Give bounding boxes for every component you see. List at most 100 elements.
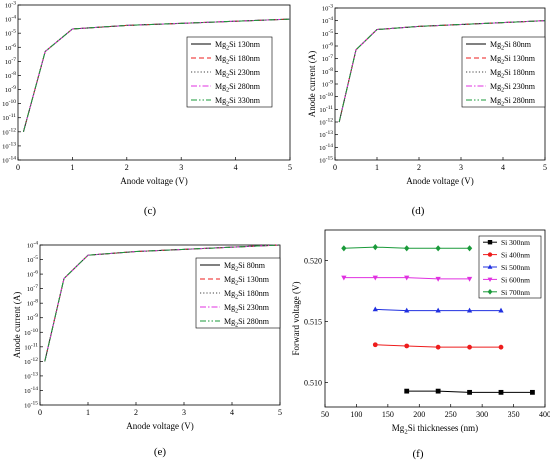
y-tick-label: 0.510 (304, 379, 322, 388)
series-line-4 (338, 20, 546, 123)
chart-panel-3: 50 100 150 200 250 300 350 400 0.510 0.515 0.520 Mg… (291, 229, 550, 460)
y-tick-label: 10-5 (322, 29, 333, 38)
data-point (530, 389, 535, 395)
y-tick-label: 10-10 (319, 92, 333, 101)
y-tick-label: 10-4 (27, 241, 38, 250)
y-tick-label: 10-11 (2, 113, 16, 122)
x-axis-label: Anode voltage (V) (406, 176, 473, 186)
y-tick-label: 10-12 (24, 357, 38, 366)
y-tick-label: 10-3 (322, 4, 333, 13)
x-tick-label: 150 (382, 410, 394, 419)
data-point (466, 307, 473, 313)
y-tick-label: 10-7 (5, 57, 16, 66)
x-tick-label: 5 (543, 163, 547, 172)
x-tick-label: 50 (321, 410, 329, 419)
y-tick-label: 10-11 (319, 105, 333, 114)
x-tick-label: 2 (125, 163, 129, 172)
legend-entry: Mg2Si 230nm (215, 68, 261, 80)
x-tick-label: 0 (38, 408, 42, 417)
x-axis-label: Anode voltage (V) (126, 421, 193, 431)
y-tick-label: 10-11 (24, 342, 38, 351)
data-point (435, 344, 441, 350)
y-tick-label: 10-6 (322, 42, 333, 51)
y-tick-label: 10-13 (319, 130, 333, 139)
x-axis-label: Anode voltage (V) (120, 176, 187, 186)
x-tick-label: 100 (350, 410, 362, 419)
y-tick-label: 10-12 (2, 127, 16, 136)
legend-entry: Mg2Si 230nm (224, 303, 270, 315)
data-point (435, 388, 441, 394)
legend-entry: Mg2Si 130nm (215, 40, 261, 52)
y-tick-label: 10-9 (322, 80, 333, 89)
y-tick-label: 10-4 (5, 15, 16, 24)
chart-panel-2: 0 1 2 3 4 5 10-4 10-5 10-6 10-7 10-8 10-9 10-10 10-11… (12, 241, 282, 459)
y-tick-label: 10-3 (5, 1, 16, 10)
x-tick-label: 250 (445, 410, 457, 419)
legend-entry: Mg2Si 330nm (215, 96, 261, 108)
data-point (435, 307, 441, 313)
x-axis-label: Mg2Si thicknesses (nm) (392, 423, 478, 436)
y-axis-label: Anode current (A) (12, 292, 22, 358)
y-tick-label: 10-10 (24, 328, 38, 337)
legend-entry: Mg2Si 180nm (215, 54, 261, 66)
data-point (372, 342, 378, 348)
legend-entry: Mg2Si 280nm (490, 96, 536, 108)
y-tick-label: 10-14 (24, 386, 38, 395)
x-tick-label: 3 (459, 163, 463, 172)
panel-label: (d) (412, 205, 425, 217)
data-point (498, 307, 504, 313)
y-tick-label: 10-8 (322, 67, 333, 76)
series-line-4 (22, 18, 291, 132)
legend-entry: Mg2Si 130nm (224, 275, 270, 287)
data-point (372, 306, 378, 312)
y-tick-label: 10-14 (2, 156, 16, 165)
legend-marker (487, 252, 493, 257)
legend-entry: Mg2Si 180nm (224, 289, 270, 301)
x-tick-label: 1 (70, 163, 74, 172)
data-point (466, 276, 473, 282)
legend-entry: Si 700nm (501, 288, 530, 297)
x-tick-label: 200 (413, 410, 425, 419)
data-point (498, 344, 504, 350)
y-tick-label: 0.520 (304, 257, 322, 266)
plot-frame (17, 4, 291, 161)
panel-label: (f) (413, 448, 424, 460)
y-axis-label: Forward voltage (V) (291, 282, 301, 356)
y-tick-label: 10-4 (322, 16, 333, 25)
x-tick-label: 2 (417, 163, 421, 172)
series-line-3 (338, 20, 546, 123)
legend-entry: Si 400nm (501, 251, 530, 260)
y-tick-label: 10-6 (5, 43, 16, 52)
series-line-4 (44, 244, 281, 362)
legend-entry: Mg2Si 80nm (224, 261, 266, 273)
legend-entry: Si 500nm (501, 263, 530, 272)
legend-marker (487, 288, 493, 295)
x-tick-label: 4 (230, 408, 234, 417)
data-point (435, 245, 441, 252)
x-tick-label: 2 (134, 408, 138, 417)
y-tick-label: 10-5 (27, 255, 38, 264)
data-point (341, 245, 347, 252)
y-tick-label: 10-8 (27, 299, 38, 308)
y-tick-label: 10-7 (27, 284, 38, 293)
y-tick-label: 10-13 (24, 371, 38, 380)
x-tick-label: 0 (333, 163, 337, 172)
legend-entry: Mg2Si 280nm (224, 317, 270, 329)
legend-entry: Si 300nm (501, 238, 530, 247)
y-tick-label: 10-10 (2, 99, 16, 108)
x-tick-label: 4 (501, 163, 505, 172)
x-tick-label: 3 (182, 408, 186, 417)
legend-marker (487, 277, 493, 283)
data-point (404, 275, 410, 281)
x-tick-label: 300 (476, 410, 488, 419)
legend-entry: Si 600nm (501, 275, 530, 284)
data-point (372, 275, 378, 281)
data-point (341, 275, 347, 281)
data-point (467, 344, 472, 350)
y-tick-label: 10-6 (27, 270, 38, 279)
data-point (404, 343, 410, 349)
chart-panel-1: 0 1 2 3 4 5 10-3 10-4 10-5 10-6 10-7 10-8 10-9 10-10 1… (307, 4, 547, 218)
chart-panel-0: 0 1 2 3 4 5 10-3 10-4 10-5 10-6 10-7 10-8 10-9 10-10 1… (2, 1, 292, 218)
x-tick-label: 4 (234, 163, 238, 172)
